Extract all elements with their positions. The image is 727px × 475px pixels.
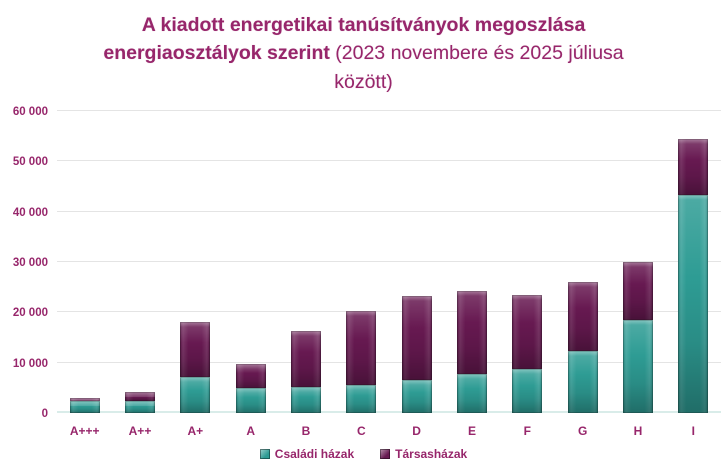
bar-segment-csaladi-hazak (512, 368, 543, 413)
bar-column-g (555, 111, 610, 413)
gridline-0 (57, 411, 721, 413)
x-tick-label-b: B (301, 424, 311, 438)
bar-segment-tarsashazak (346, 310, 377, 386)
x-tick-label-f: F (523, 424, 531, 438)
bar-segment-csaladi-hazak (235, 388, 266, 413)
stacked-bar-a- (124, 111, 155, 413)
bar-segment-tarsashazak (512, 295, 543, 369)
gridline-30000 (57, 261, 721, 262)
x-tick-label-d: D (412, 424, 421, 438)
bar-segment-csaladi-hazak (678, 195, 709, 413)
chart-title-period: (2023 novembere és 2025 júliusa között) (334, 42, 624, 93)
x-tick-label-a-: A+++ (69, 424, 100, 438)
bar-segment-csaladi-hazak (401, 380, 432, 413)
legend-swatch-csaladi-hazak (259, 449, 270, 459)
bar-column-f (500, 111, 555, 413)
gridline-10000 (57, 361, 721, 363)
legend-swatch-tarsashazak (380, 449, 391, 459)
x-tick-label-a-: A++ (128, 424, 152, 438)
bar-column-i (666, 111, 721, 413)
stacked-bar-a- (180, 111, 211, 413)
legend-label-tarsashazak: Társasházak (395, 447, 468, 461)
bar-column-a- (112, 111, 167, 413)
bar-segment-csaladi-hazak (69, 401, 100, 413)
stacked-bar-g (567, 111, 598, 413)
bar-column-h (610, 111, 665, 413)
bar-segment-csaladi-hazak (124, 401, 155, 413)
bar-segment-tarsashazak (69, 397, 100, 402)
stacked-bar-a- (69, 111, 100, 413)
y-tick-label: 30 000 (12, 257, 48, 269)
bar-column-b (278, 111, 333, 413)
bar-segment-csaladi-hazak (290, 386, 321, 413)
stacked-bar-e (456, 111, 487, 413)
gridline-50000 (57, 160, 721, 162)
y-tick-label: 60 000 (12, 106, 48, 118)
bar-column-a (223, 111, 278, 413)
legend: Családi házak Társasházak (0, 447, 727, 461)
stacked-bar-a (235, 111, 266, 413)
legend-item-tarsashazak: Társasházak (380, 447, 467, 461)
chart-title-main: A kiadott energetikai tanúsítványok mego… (103, 14, 586, 65)
bar-segment-csaladi-hazak (567, 351, 598, 413)
x-axis: A+++ A++ A+ A B C D E F G H I (57, 424, 721, 438)
x-tick-label-h: H (633, 424, 643, 438)
y-tick-label: 0 (41, 408, 48, 420)
bar-column-c (334, 111, 389, 413)
grid-layer (57, 110, 721, 413)
y-tick-label: 40 000 (12, 206, 48, 219)
x-tick-label-i: I (691, 424, 695, 438)
bar-segment-tarsashazak (456, 291, 487, 375)
bar-segment-tarsashazak (678, 138, 709, 196)
bar-segment-tarsashazak (124, 392, 155, 402)
stacked-bar-c (346, 111, 377, 413)
bar-column-d (389, 111, 444, 413)
stacked-bar-f (512, 111, 543, 413)
bar-segment-tarsashazak (401, 296, 432, 381)
bar-segment-tarsashazak (180, 321, 211, 378)
stacked-bar-d (401, 111, 432, 413)
bar-segment-tarsashazak (567, 282, 598, 352)
x-tick-label-c: C (356, 424, 366, 438)
x-tick-label-a-: A+ (187, 424, 204, 438)
x-tick-label-a: A (246, 424, 255, 438)
plot-area (57, 110, 721, 413)
legend-label-csaladi-hazak: Családi házak (274, 447, 355, 461)
gridline-40000 (57, 210, 721, 212)
bar-column-a- (57, 111, 112, 413)
chart-title: A kiadott energetikai tanúsítványok mego… (94, 11, 634, 96)
bar-segment-tarsashazak (622, 262, 653, 321)
y-tick-label: 50 000 (12, 156, 48, 169)
x-tick-label-e: E (467, 424, 476, 438)
stacked-bar-h (622, 111, 653, 413)
gridline-60000 (57, 110, 721, 111)
bar-column-e (444, 111, 499, 413)
bar-segment-csaladi-hazak (622, 320, 653, 413)
stacked-bar-i (678, 111, 709, 413)
legend-item-csaladi-hazak: Családi házak (259, 447, 355, 461)
bar-column-a- (168, 111, 223, 413)
stacked-bar-b (290, 111, 321, 413)
y-tick-label: 10 000 (12, 357, 48, 370)
bar-segment-csaladi-hazak (456, 374, 487, 413)
bar-segment-tarsashazak (235, 364, 266, 389)
gridline-20000 (57, 311, 721, 313)
bar-segment-tarsashazak (290, 330, 321, 387)
y-tick-label: 20 000 (12, 307, 48, 320)
bar-segment-csaladi-hazak (346, 385, 377, 413)
y-axis: 0 10 000 20 000 30 000 40 000 50 000 60 000 (0, 106, 48, 420)
x-tick-label-g: G (577, 424, 588, 438)
bar-segment-csaladi-hazak (180, 377, 211, 413)
bars-layer (57, 111, 721, 413)
